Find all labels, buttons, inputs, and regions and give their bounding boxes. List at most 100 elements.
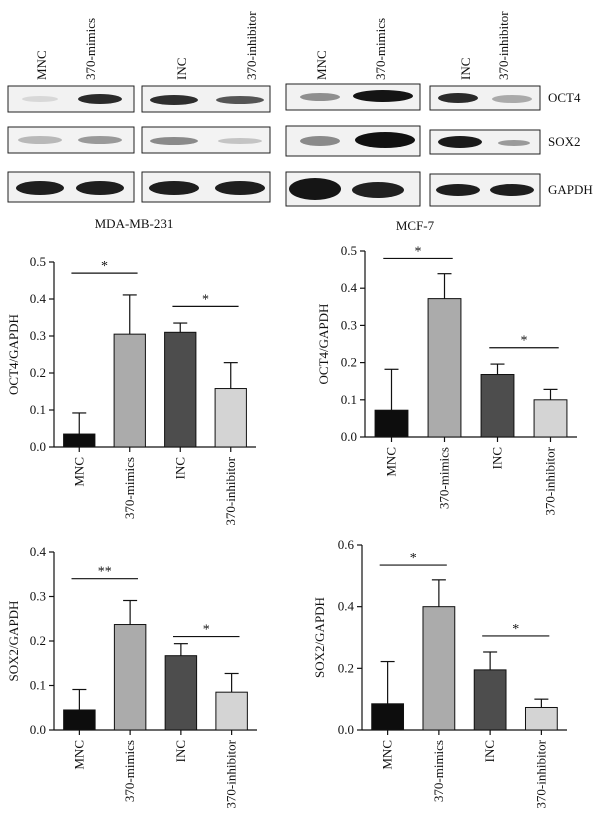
bar [524, 706, 558, 731]
blot-band [352, 182, 404, 198]
bar [371, 703, 405, 731]
category-label: MNC [71, 457, 86, 487]
blot-band [16, 181, 64, 195]
bar [480, 374, 515, 438]
y-tick-label: 0.5 [341, 243, 357, 258]
category-label: 370-mimics [122, 457, 137, 519]
blot-band [492, 95, 532, 103]
y-tick-label: 0.1 [341, 392, 357, 407]
y-axis-label: OCT4/GAPDH [6, 314, 21, 395]
blot-band [355, 132, 415, 148]
y-tick-label: 0.1 [30, 402, 46, 417]
marker-label-oct4: OCT4 [548, 90, 581, 105]
blot-lane-labels: MNC 370-mimics INC 370-inhibitor [34, 11, 259, 80]
lane-label: INC [458, 58, 473, 80]
blot-band [215, 181, 265, 195]
category-label: MNC [380, 740, 395, 770]
chart-sox2-mda: 0.0 0.1 0.2 0.3 0.4 SOX2/GAPDH MNC 370-mimics IN… [6, 544, 257, 809]
bar [164, 655, 198, 731]
significance-label: * [410, 551, 417, 566]
marker-label-gapdh: GAPDH [548, 182, 593, 197]
category-label: 370-inhibitor [223, 456, 238, 525]
blot-band [149, 181, 199, 195]
y-tick-label: 0.4 [338, 599, 355, 614]
y-tick-label: 0.2 [30, 633, 46, 648]
significance-label: * [512, 622, 519, 637]
blot-band [289, 178, 341, 200]
cell-line-label: MCF-7 [396, 218, 435, 233]
y-tick-label: 0.4 [30, 291, 47, 306]
y-tick-label: 0.1 [30, 678, 46, 693]
bar [374, 409, 409, 438]
blot-band [353, 90, 413, 102]
y-tick-label: 0.3 [30, 589, 46, 604]
category-label: INC [172, 457, 187, 479]
blot-band [300, 93, 340, 101]
lane-label: MNC [34, 50, 49, 80]
y-tick-label: 0.4 [30, 544, 47, 559]
blot-band [438, 136, 482, 148]
y-axis-label: SOX2/GAPDH [312, 597, 327, 678]
y-tick-label: 0.6 [338, 537, 355, 552]
bar [473, 669, 507, 731]
y-tick-label: 0.0 [30, 439, 46, 454]
blot-band [78, 136, 122, 144]
y-tick-label: 0.2 [30, 365, 46, 380]
category-label: 370-inhibitor [543, 446, 558, 515]
category-label: 370-mimics [437, 447, 452, 509]
bar [214, 388, 247, 448]
blot-group-mda: MNC 370-mimics INC 370-inhibitor MDA-MB-… [7, 11, 271, 231]
category-label: INC [173, 740, 188, 762]
lane-label: 370-mimics [83, 18, 98, 80]
y-axis-label: OCT4/GAPDH [316, 304, 331, 385]
blot-band [436, 184, 480, 196]
blot-band [78, 94, 122, 104]
bar [533, 399, 568, 438]
bar [113, 333, 146, 448]
bar [215, 691, 248, 731]
lane-label: MNC [314, 50, 329, 80]
lane-label: 370-inhibitor [244, 11, 259, 80]
marker-label-sox2: SOX2 [548, 134, 581, 149]
blot-band [300, 136, 340, 146]
blot-band [490, 184, 534, 196]
chart-oct4-mcf: 0.0 0.1 0.2 0.3 0.4 0.5 OCT4/GAPDH MNC 370-mimic… [316, 243, 577, 516]
y-tick-label: 0.2 [338, 660, 354, 675]
bar [164, 331, 197, 448]
significance-label: * [203, 623, 210, 638]
blot-band [438, 93, 478, 103]
significance-label: ** [98, 565, 112, 580]
y-tick-label: 0.2 [341, 355, 357, 370]
y-tick-label: 0.0 [338, 722, 354, 737]
bar [63, 709, 96, 731]
bar [422, 606, 456, 731]
y-tick-label: 0.0 [30, 722, 46, 737]
category-label: MNC [71, 740, 86, 770]
blot-group-mcf: MNC 370-mimics INC 370-inhibitor MCF-7 [285, 11, 541, 233]
blot-band [76, 181, 124, 195]
chart-sox2-mcf: 0.0 0.2 0.4 0.6 SOX2/GAPDH MNC 370-mimics INC 37… [312, 537, 567, 809]
category-label: INC [482, 740, 497, 762]
bar [63, 433, 96, 448]
bar [113, 624, 147, 731]
lane-label: 370-mimics [373, 18, 388, 80]
y-tick-label: 0.3 [30, 328, 46, 343]
y-tick-label: 0.5 [30, 254, 46, 269]
blot-band [150, 137, 198, 145]
category-label: 370-inhibitor [224, 739, 239, 808]
significance-label: * [415, 244, 422, 259]
cell-line-label: MDA-MB-231 [95, 216, 174, 231]
blot-lane-labels: MNC 370-mimics INC 370-inhibitor [314, 11, 511, 80]
category-label: 370-inhibitor [533, 739, 548, 808]
significance-label: * [521, 334, 528, 349]
blot-band [150, 95, 198, 105]
y-tick-label: 0.4 [341, 280, 358, 295]
category-label: INC [490, 447, 505, 469]
y-tick-label: 0.0 [341, 429, 357, 444]
blot-band [216, 96, 264, 104]
category-label: 370-mimics [431, 740, 446, 802]
blot-band [22, 96, 58, 102]
blot-band [18, 136, 62, 144]
category-label: MNC [384, 447, 399, 477]
